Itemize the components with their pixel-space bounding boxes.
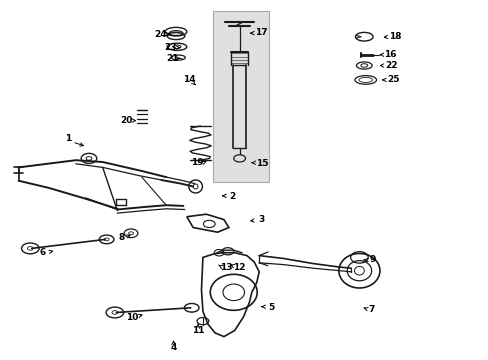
Ellipse shape <box>169 31 183 36</box>
Text: 24: 24 <box>154 30 166 39</box>
Text: 12: 12 <box>233 263 245 271</box>
Text: 17: 17 <box>254 28 267 37</box>
Text: 20: 20 <box>120 116 132 125</box>
Text: 13: 13 <box>219 263 232 271</box>
Text: 15: 15 <box>255 159 268 168</box>
Text: 1: 1 <box>65 134 71 143</box>
Text: 5: 5 <box>268 303 274 312</box>
Text: 14: 14 <box>183 76 196 85</box>
Text: 16: 16 <box>383 50 396 59</box>
Text: 10: 10 <box>125 313 138 322</box>
Bar <box>212 11 268 182</box>
Text: 4: 4 <box>170 343 177 352</box>
Text: 11: 11 <box>191 326 204 335</box>
Text: 9: 9 <box>368 256 375 264</box>
Text: 21: 21 <box>165 54 178 63</box>
Text: 8: 8 <box>118 233 124 242</box>
Text: 2: 2 <box>229 192 235 201</box>
Text: 3: 3 <box>258 215 264 224</box>
Text: 7: 7 <box>367 305 374 314</box>
Text: 6: 6 <box>40 248 46 257</box>
Text: 18: 18 <box>388 32 401 41</box>
Text: 19: 19 <box>191 158 203 167</box>
Text: 22: 22 <box>384 61 397 70</box>
Text: 25: 25 <box>386 76 399 85</box>
Text: 23: 23 <box>163 43 176 52</box>
